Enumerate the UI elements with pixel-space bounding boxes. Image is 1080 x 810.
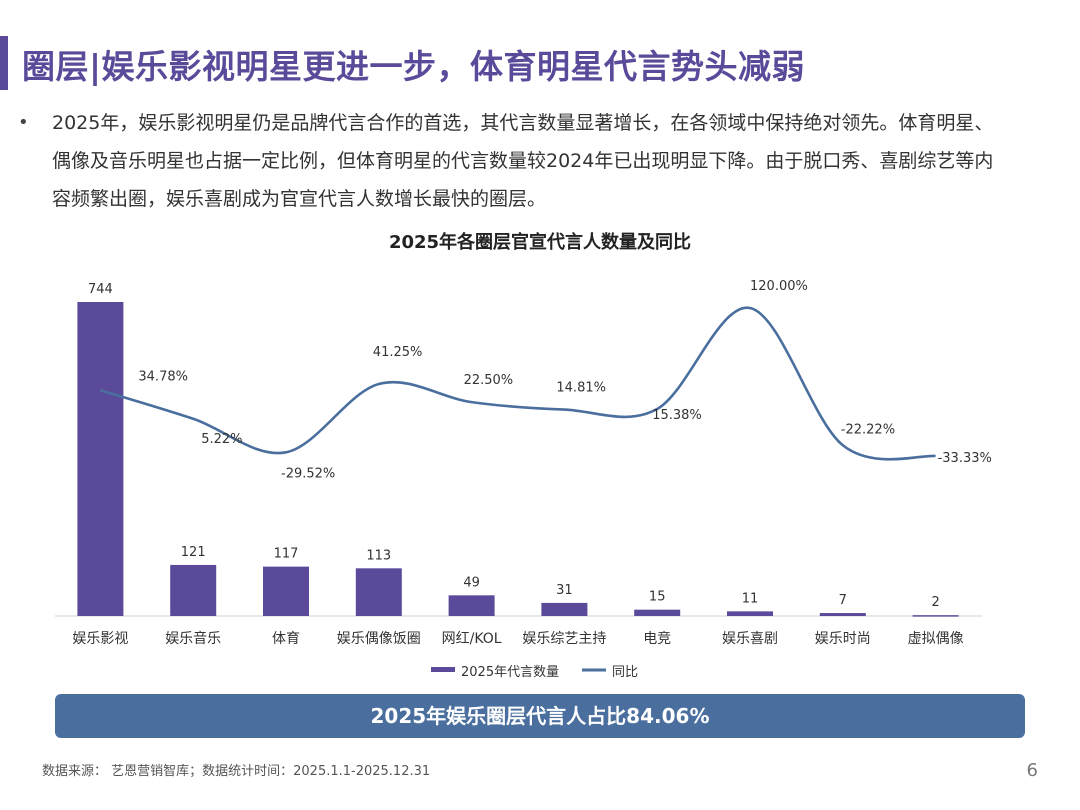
bar-3 xyxy=(355,568,402,616)
data-source: 数据来源： 艺恩营销智库；数据统计时间：2025.1.1-2025.12.31 xyxy=(42,764,431,779)
yoy-label-5: 14.81% xyxy=(556,381,606,396)
category-label-0: 娱乐影视 xyxy=(72,631,128,647)
category-label-4: 网红/KOL xyxy=(442,631,502,647)
category-label-7: 娱乐喜剧 xyxy=(722,631,778,647)
yoy-label-7: 120.00% xyxy=(750,279,808,294)
yoy-label-4: 22.50% xyxy=(464,373,514,388)
category-labels: 娱乐影视 娱乐音乐 体育 娱乐偶像饭圈 网红/KOL 娱乐综艺主持 电竞 娱乐喜剧 娱乐时尚 虚拟… xyxy=(72,630,963,647)
bar-8 xyxy=(819,613,866,616)
bar-1 xyxy=(170,564,217,616)
yoy-label-9: -33.33% xyxy=(938,451,992,466)
bar-7 xyxy=(727,611,773,616)
category-label-5: 娱乐综艺主持 xyxy=(522,631,606,647)
category-label-3: 娱乐偶像饭圈 xyxy=(337,631,421,647)
bar-4 xyxy=(448,595,495,616)
title-accent-bar xyxy=(0,36,8,90)
yoy-label-6: 15.38% xyxy=(652,408,702,423)
bar-value-label-9: 2 xyxy=(931,595,939,610)
bar-2 xyxy=(263,566,309,616)
category-label-9: 虚拟偶像 xyxy=(908,631,964,647)
yoy-label-3: 41.25% xyxy=(373,345,423,360)
bar-value-label-7: 11 xyxy=(742,591,759,606)
yoy-line xyxy=(100,306,936,461)
legend-line-label: 同比 xyxy=(612,665,638,680)
yoy-label-8: -22.22% xyxy=(841,422,895,437)
category-label-6: 电竞 xyxy=(643,630,671,647)
legend-bar-swatch xyxy=(431,667,455,672)
category-label-8: 娱乐时尚 xyxy=(815,631,871,647)
bar-series xyxy=(77,302,959,617)
bar-value-label-6: 15 xyxy=(649,590,666,605)
yoy-label-2: -29.52% xyxy=(281,466,335,481)
bar-5 xyxy=(541,602,588,616)
bar-value-label-0: 744 xyxy=(88,282,113,297)
bar-value-label-3: 113 xyxy=(366,548,391,563)
yoy-label-0: 34.78% xyxy=(138,369,188,384)
legend-bar-label: 2025年代言数量 xyxy=(461,665,559,680)
bar-value-label-2: 117 xyxy=(274,547,299,562)
summary-banner: 2025年娱乐圈层代言人占比84.06% xyxy=(55,694,1025,738)
bar-0 xyxy=(77,302,124,616)
legend: 2025年代言数量 同比 xyxy=(431,665,638,680)
bullet-text: 2025年，娱乐影视明星仍是品牌代言合作的首选，其代言数量显著增长，在各领域中保… xyxy=(52,112,994,210)
bar-value-label-5: 31 xyxy=(556,583,573,598)
yoy-label-1: 5.22% xyxy=(201,432,242,447)
bar-value-label-1: 121 xyxy=(181,545,206,560)
page-title: 圈层|娱乐影视明星更进一步，体育明星代言势头减弱 xyxy=(22,47,806,86)
bar-6 xyxy=(634,609,681,616)
page-number: 6 xyxy=(1026,760,1038,781)
category-label-1: 娱乐音乐 xyxy=(165,630,221,647)
category-label-2: 体育 xyxy=(272,631,300,647)
bar-9 xyxy=(912,615,959,617)
yoy-labels: 34.78% 5.22% -29.52% 41.25% 22.50% 14.81% 15.3… xyxy=(138,279,991,481)
chart-title: 2025年各圈层官宣代言人数量及同比 xyxy=(388,232,692,253)
bar-value-label-4: 49 xyxy=(463,575,480,590)
bar-value-label-8: 7 xyxy=(839,593,847,608)
bullet-dot: • xyxy=(18,112,29,133)
